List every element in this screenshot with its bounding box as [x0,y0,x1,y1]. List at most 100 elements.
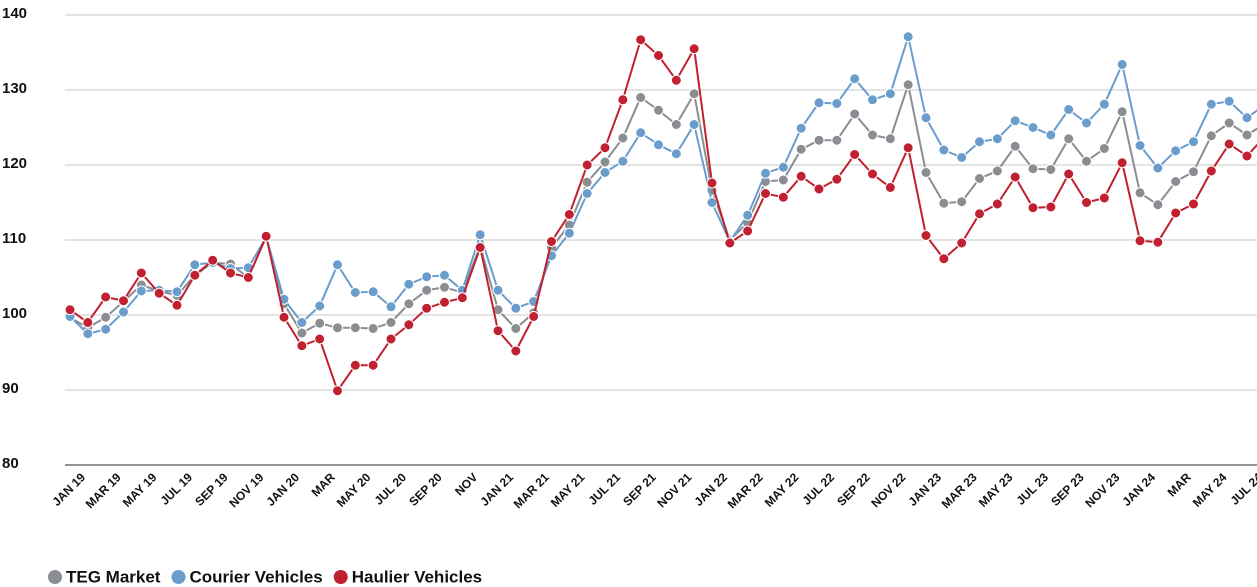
data-point [1098,192,1110,204]
x-tick-label: MAY 20 [334,470,374,510]
data-point [1188,136,1199,148]
data-point [118,306,129,318]
legend-marker [333,570,348,584]
data-point [938,253,950,265]
data-point [367,323,379,334]
data-point [456,292,468,304]
data-point [742,225,754,237]
data-point [1116,106,1128,118]
data-point [688,88,700,100]
data-point [1223,138,1235,150]
data-point [1152,236,1164,248]
data-point [510,323,522,334]
data-point [100,311,112,323]
data-point [225,267,236,279]
data-point [599,142,611,154]
data-point [938,144,950,156]
data-point [189,259,201,271]
data-point [1170,207,1182,219]
data-point [867,129,878,141]
legend-label: TEG Market [66,567,161,586]
data-point [920,112,932,124]
data-point [135,267,147,279]
data-point [670,74,682,86]
x-tick-label: SEP 20 [406,470,445,509]
data-point [296,317,308,328]
y-tick-label: 100 [2,305,27,322]
x-tick-label: NOV 23 [1082,470,1122,510]
data-point [492,284,504,296]
data-point [189,269,201,281]
data-point [1116,157,1128,169]
data-point [349,359,361,371]
legend-label: Courier Vehicles [189,567,322,586]
x-tick-label: MAR 23 [939,470,980,511]
data-point [670,148,682,160]
data-point [724,237,736,249]
x-tick-label: SEP 23 [1048,470,1087,509]
x-tick-label: MAY 24 [1190,470,1230,510]
data-point [581,188,593,199]
data-point [260,230,272,242]
data-point [581,176,593,188]
x-tick-label: JAN 22 [691,470,730,509]
x-tick-label: NOV 22 [868,470,908,510]
x-tick-label: JAN 23 [905,470,944,509]
data-point [956,196,968,208]
data-point [653,50,664,61]
data-point [439,269,450,281]
data-point [956,237,968,249]
data-point [332,259,343,271]
data-point [296,327,308,339]
data-point [1081,155,1092,167]
data-point [403,298,415,310]
data-point [991,165,1003,177]
data-point [920,230,932,241]
data-point [1241,150,1253,162]
y-tick-label: 90 [2,380,19,397]
x-tick-label: SEP 19 [192,470,231,509]
data-point [403,319,415,331]
data-point [296,340,308,352]
data-point [421,284,433,296]
data-point [706,177,718,189]
data-point [1063,168,1075,180]
data-point [831,134,843,146]
data-point [332,322,343,334]
data-point [1170,145,1182,157]
data-point [474,229,486,241]
x-tick-label: MAY 23 [976,470,1016,510]
data-point [867,94,878,106]
data-point [1116,59,1128,70]
y-tick-label: 130 [2,80,27,97]
x-tick-label: SEP 22 [834,470,873,509]
data-point [991,198,1003,210]
data-point [831,173,843,185]
data-point [777,161,789,173]
data-point [1205,98,1217,110]
data-point [171,286,183,298]
data-point [349,287,361,298]
data-point [314,300,326,312]
data-point [82,317,94,328]
data-point [1223,117,1235,129]
data-point [795,122,807,134]
data-point [1188,198,1199,210]
y-tick-label: 80 [2,455,19,472]
data-point [528,311,540,322]
x-tick-label: MAR 19 [83,470,124,511]
data-point [670,119,682,130]
data-point [135,285,147,297]
data-point [385,333,397,345]
data-point [884,133,896,145]
data-point [920,167,932,178]
data-point [956,152,968,163]
data-point [510,345,522,357]
legend-marker [171,570,186,584]
data-point [1081,117,1092,129]
x-tick-label: JUL 19 [158,470,196,508]
x-tick-label: MAR 22 [725,470,766,511]
data-point [617,94,629,106]
data-point [385,301,397,313]
x-tick-label: MAY 22 [762,470,802,510]
